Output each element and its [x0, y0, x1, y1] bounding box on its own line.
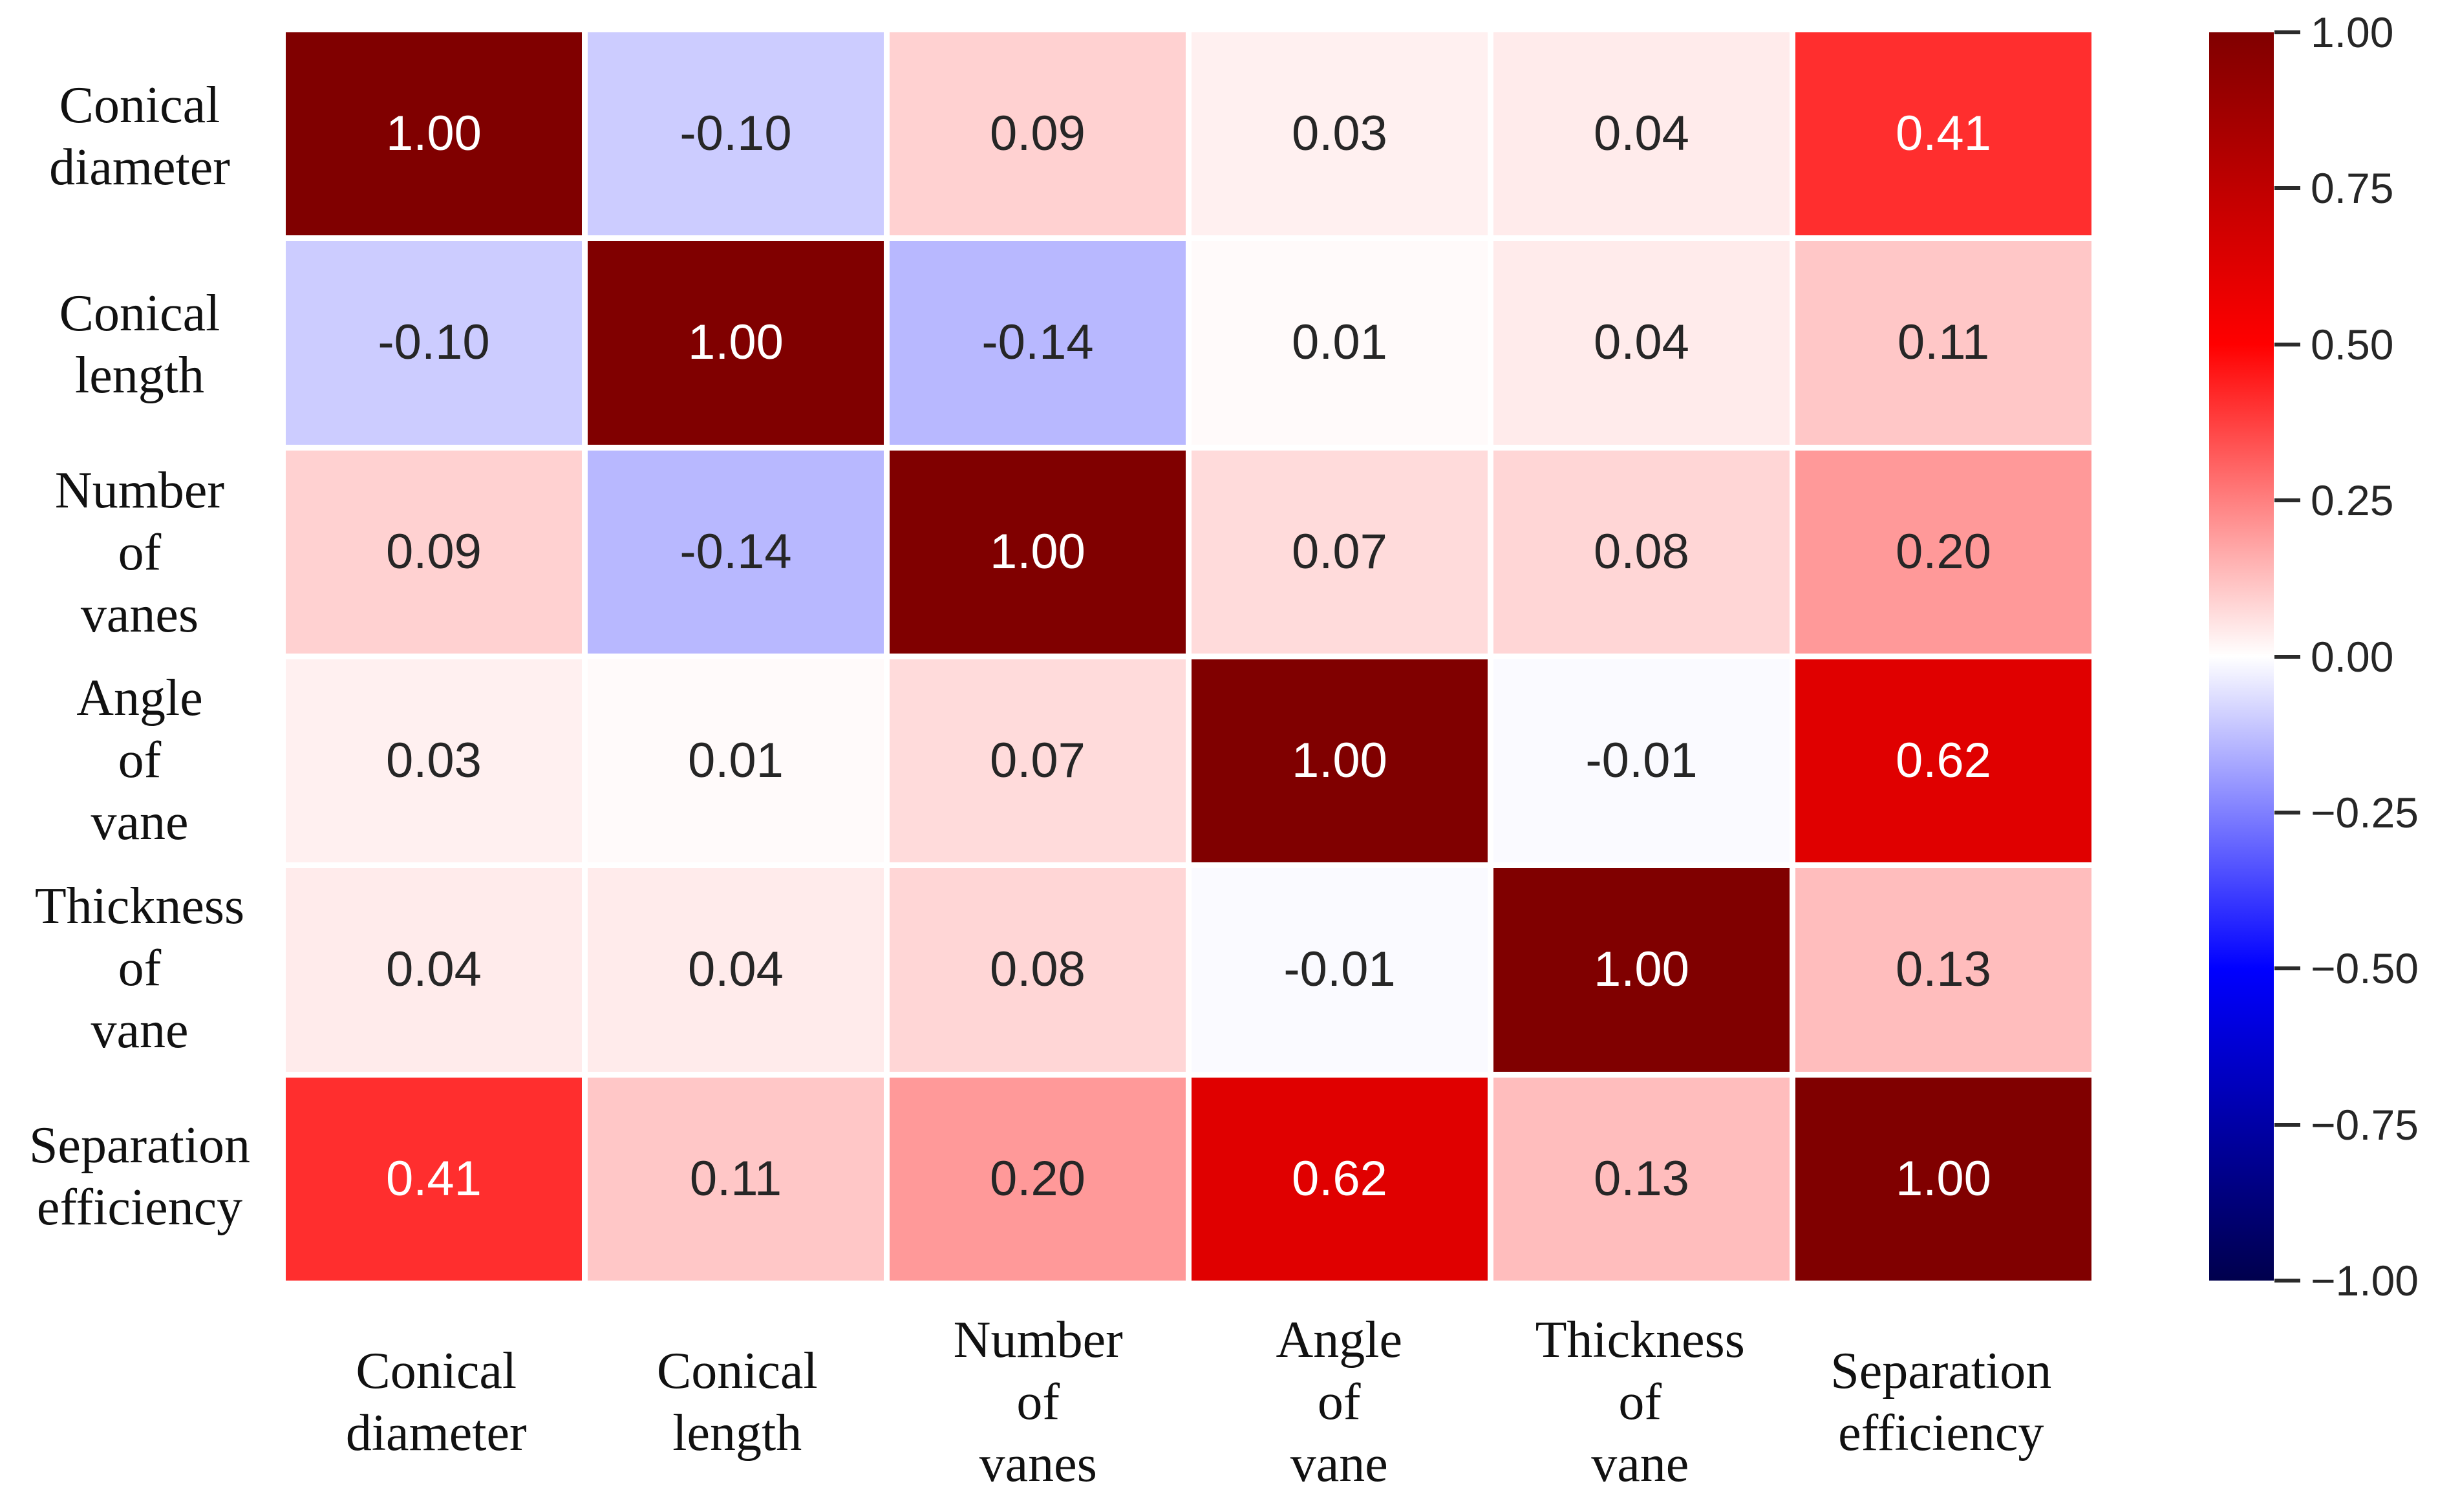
colorbar-tick-mark--1-00 — [2274, 1279, 2300, 1283]
colorbar-tick-mark-0-75 — [2274, 186, 2300, 191]
y-tick-label-separation-efficiency: Separation efficiency — [28, 1117, 251, 1237]
x-axis-tick-labels: Conical diameter Conical length Number of … — [286, 1281, 2091, 1512]
heatmap-cell-angle-of-vane--number-of-vanes: 0.07 — [890, 659, 1186, 863]
heatmap-cell-separation-efficiency--number-of-vanes: 0.20 — [890, 1077, 1186, 1281]
colorbar-tick-label-0-25: 0.25 — [2311, 476, 2394, 525]
colorbar-tick-label--0-75: −0.75 — [2311, 1100, 2419, 1149]
heatmap-cell-number-of-vanes--number-of-vanes: 1.00 — [890, 450, 1186, 654]
heatmap-cell-separation-efficiency--conical-length: 0.11 — [588, 1077, 884, 1281]
heatmap-cell-conical-length--thickness-of-vane: 0.04 — [1493, 241, 1790, 445]
heatmap-cell-angle-of-vane--thickness-of-vane: -0.01 — [1493, 659, 1790, 863]
heatmap-cell-thickness-of-vane--conical-length: 0.04 — [588, 868, 884, 1072]
heatmap-cell-conical-length--conical-length: 1.00 — [588, 241, 884, 445]
x-tick-label-thickness-of-vane: Thickness of vane — [1535, 1312, 1745, 1493]
heatmap-cell-conical-diameter--separation-efficiency: 0.41 — [1795, 32, 2091, 236]
heatmap-cell-conical-diameter--thickness-of-vane: 0.04 — [1493, 32, 1790, 236]
colorbar-tick-mark-1-00 — [2274, 30, 2300, 34]
heatmap-cell-conical-length--separation-efficiency: 0.11 — [1795, 241, 2091, 445]
x-tick-label-conical-diameter: Conical diameter — [345, 1343, 527, 1462]
heatmap-cell-conical-diameter--conical-length: -0.10 — [588, 32, 884, 236]
heatmap-cell-angle-of-vane--angle-of-vane: 1.00 — [1192, 659, 1488, 863]
colorbar-tick-mark--0-25 — [2274, 810, 2300, 815]
y-tick-label-conical-diameter: Conical diameter — [49, 76, 230, 196]
colorbar-tick-label--1-00: −1.00 — [2311, 1257, 2419, 1304]
heatmap-grid: 1.00 -0.10 0.09 0.03 0.04 0.41 -0.10 1.00 -0.14 0… — [286, 32, 2091, 1281]
colorbar-tick-label-1-00: 1.00 — [2311, 8, 2394, 56]
heatmap-cell-thickness-of-vane--angle-of-vane: -0.01 — [1192, 868, 1488, 1072]
heatmap-cell-conical-diameter--conical-diameter: 1.00 — [286, 32, 582, 236]
heatmap-cell-number-of-vanes--conical-diameter: 0.09 — [286, 450, 582, 654]
heatmap-cell-conical-length--conical-diameter: -0.10 — [286, 241, 582, 445]
heatmap-cell-thickness-of-vane--conical-diameter: 0.04 — [286, 868, 582, 1072]
colorbar-tick-mark-0-25 — [2274, 498, 2300, 503]
heatmap-cell-conical-diameter--number-of-vanes: 0.09 — [890, 32, 1186, 236]
colorbar-tick-label-0-00: 0.00 — [2311, 632, 2394, 681]
y-tick-label-angle-of-vane: Angle of vane — [76, 670, 203, 851]
heatmap-cell-angle-of-vane--conical-length: 0.01 — [588, 659, 884, 863]
heatmap-cell-number-of-vanes--thickness-of-vane: 0.08 — [1493, 450, 1790, 654]
x-tick-label-number-of-vanes: Number of vanes — [953, 1312, 1123, 1493]
heatmap-cell-thickness-of-vane--separation-efficiency: 0.13 — [1795, 868, 2091, 1072]
heatmap-cell-conical-length--angle-of-vane: 0.01 — [1192, 241, 1488, 445]
heatmap-cell-separation-efficiency--angle-of-vane: 0.62 — [1192, 1077, 1488, 1281]
colorbar-tick-mark--0-50 — [2274, 966, 2300, 971]
heatmap-cell-separation-efficiency--thickness-of-vane: 0.13 — [1493, 1077, 1790, 1281]
y-axis-tick-labels: Conical diameter Conical length Number of … — [0, 32, 279, 1281]
colorbar-tick-label--0-50: −0.50 — [2311, 944, 2419, 993]
heatmap-cell-number-of-vanes--angle-of-vane: 0.07 — [1192, 450, 1488, 654]
colorbar-tick-mark-0-00 — [2274, 654, 2300, 659]
heatmap-cell-separation-efficiency--conical-diameter: 0.41 — [286, 1077, 582, 1281]
heatmap-cell-conical-diameter--angle-of-vane: 0.03 — [1192, 32, 1488, 236]
x-tick-label-conical-length: Conical length — [656, 1343, 818, 1462]
heatmap-cell-number-of-vanes--conical-length: -0.14 — [588, 450, 884, 654]
y-tick-label-conical-length: Conical length — [59, 284, 220, 404]
x-tick-label-angle-of-vane: Angle of vane — [1276, 1312, 1403, 1493]
heatmap-cell-thickness-of-vane--number-of-vanes: 0.08 — [890, 868, 1186, 1072]
colorbar-tick-label-0-75: 0.75 — [2311, 164, 2394, 213]
heatmap-cell-angle-of-vane--conical-diameter: 0.03 — [286, 659, 582, 863]
colorbar-tick-mark-0-50 — [2274, 342, 2300, 346]
colorbar — [2209, 32, 2274, 1281]
x-tick-label-separation-efficiency: Separation efficiency — [1830, 1343, 2052, 1462]
colorbar-tick-label--0-25: −0.25 — [2311, 788, 2419, 836]
heatmap-cell-angle-of-vane--separation-efficiency: 0.62 — [1795, 659, 2091, 863]
colorbar-tick-area: 1.00 0.75 0.50 0.25 0.00 −0.25 −0.50 −0.75 −1.00 — [2274, 11, 2449, 1302]
y-tick-label-number-of-vanes: Number of vanes — [54, 462, 225, 643]
colorbar-tick-label-0-50: 0.50 — [2311, 320, 2394, 368]
heatmap-cell-conical-length--number-of-vanes: -0.14 — [890, 241, 1186, 445]
heatmap-cell-thickness-of-vane--thickness-of-vane: 1.00 — [1493, 868, 1790, 1072]
y-tick-label-thickness-of-vane: Thickness of vane — [34, 878, 245, 1059]
heatmap-cell-separation-efficiency--separation-efficiency: 1.00 — [1795, 1077, 2091, 1281]
colorbar-tick-mark--0-75 — [2274, 1122, 2300, 1127]
heatmap-cell-number-of-vanes--separation-efficiency: 0.20 — [1795, 450, 2091, 654]
